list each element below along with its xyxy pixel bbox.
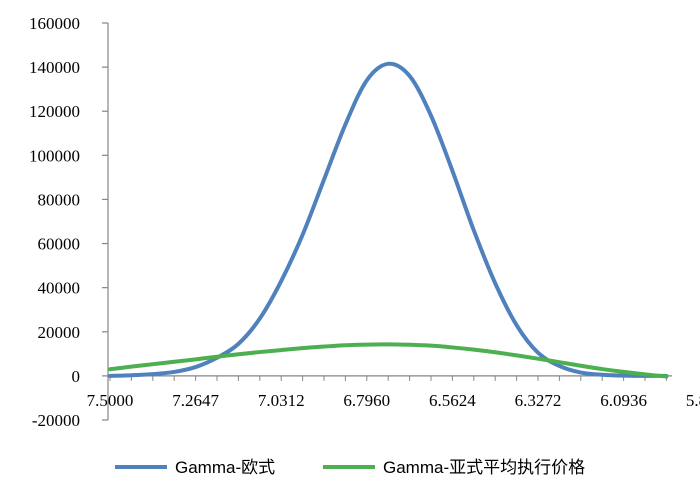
y-tick-label: 160000 [29, 14, 80, 33]
x-tick-label: 7.2647 [172, 391, 219, 410]
x-tick-label: 6.3272 [515, 391, 562, 410]
y-tick-label: 140000 [29, 58, 80, 77]
x-tick-label: 6.5624 [429, 391, 476, 410]
x-tick-label: 7.0312 [258, 391, 305, 410]
y-tick-label: 100000 [29, 146, 80, 165]
y-tick-label: -20000 [32, 411, 80, 430]
legend-label-1: Gamma-欧式 [175, 458, 275, 477]
legend: Gamma-欧式 Gamma-亚式平均执行价格 [115, 458, 585, 477]
series-line-1 [108, 61, 669, 378]
legend-label-2: Gamma-亚式平均执行价格 [383, 458, 585, 477]
y-tick-label: 120000 [29, 102, 80, 121]
axes-layer [102, 22, 672, 421]
y-tick-label: 60000 [38, 235, 81, 254]
y-tick-label: 0 [72, 367, 81, 386]
x-tick-label: 6.7960 [343, 391, 390, 410]
y-tick-label: 80000 [38, 190, 81, 209]
x-tick-label: 6.0936 [600, 391, 647, 410]
x-tick-label: 5.8584 [686, 391, 700, 410]
labels-layer: -20000 0 20000 40000 60000 80000 100000 120000 1… [29, 14, 700, 430]
y-tick-label: 40000 [38, 279, 81, 298]
x-tick-label: 7.5000 [87, 391, 134, 410]
y-tick-label: 20000 [38, 323, 81, 342]
series-layer [108, 61, 669, 379]
series-line-2 [108, 342, 669, 379]
